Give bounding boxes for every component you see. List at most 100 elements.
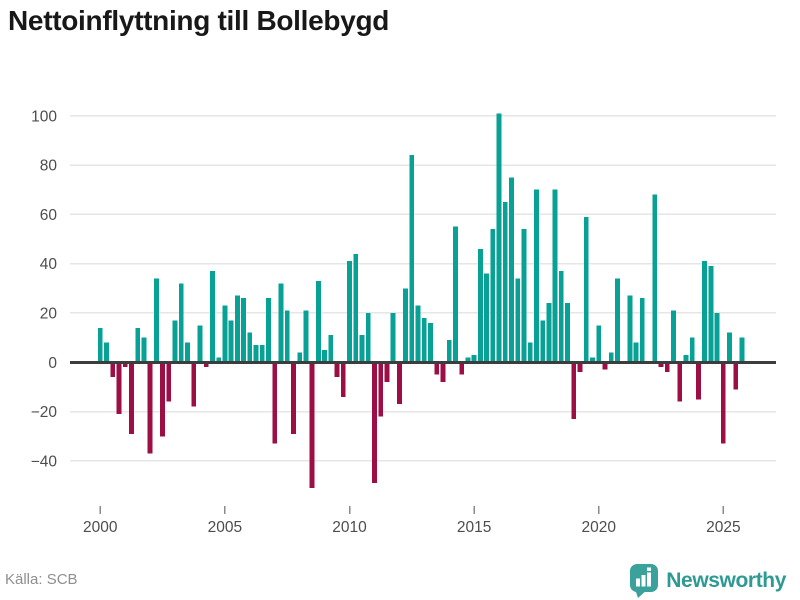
newsworthy-logo[interactable]: Newsworthy [629, 563, 786, 599]
y-axis-tick-label--40: −40 [31, 453, 58, 470]
bar-2011-q1 [372, 362, 377, 484]
bar-2011-q2 [378, 362, 384, 417]
bar-2011-q3 [384, 362, 390, 383]
y-axis-tick-label-0: 0 [48, 355, 57, 372]
bar-2025-q3 [733, 362, 739, 390]
bar-2002-q2 [153, 278, 159, 363]
bar-2006-q3 [259, 345, 265, 363]
y-axis-tick-label-80: 80 [40, 158, 58, 175]
bar-2003-q4 [191, 362, 197, 407]
bar-2023-q1 [671, 310, 676, 363]
bar-2013-q3 [434, 362, 440, 375]
bar-2009-q4 [340, 362, 346, 397]
bar-2006-q2 [253, 345, 259, 363]
bar-2014-q4 [465, 357, 471, 363]
bar-2018-q4 [565, 303, 570, 363]
x-axis-tick-label-2020: 2020 [581, 519, 616, 536]
bar-2009-q2 [328, 335, 334, 363]
bar-2013-q4 [440, 362, 446, 383]
y-axis-tick-label-20: 20 [40, 306, 58, 323]
bar-2003-q1 [172, 320, 178, 363]
bar-2016-q4 [515, 278, 521, 363]
bar-2024-q1 [696, 362, 701, 400]
x-axis-tick-label-2025: 2025 [706, 519, 740, 536]
bar-2000-q3 [110, 362, 116, 378]
bar-2002-q3 [160, 362, 165, 437]
bar-2016-q3 [509, 177, 514, 363]
x-axis-tick-label-2010: 2010 [332, 519, 367, 536]
bar-2001-q1 [122, 362, 128, 368]
bar-2014-q1 [446, 340, 452, 363]
bar-2004-q3 [210, 271, 215, 363]
bar-2019-q3 [583, 216, 589, 363]
bar-2024-q4 [714, 312, 720, 363]
bar-2013-q2 [428, 322, 433, 363]
bar-2012-q1 [396, 362, 402, 405]
y-axis-tick-label-100: 100 [31, 108, 57, 125]
bar-2008-q1 [297, 352, 303, 363]
bar-2005-q4 [241, 298, 246, 363]
bar-2007-q4 [291, 362, 296, 434]
bar-2015-q2 [477, 248, 483, 363]
bar-2017-q1 [521, 229, 527, 363]
bar-2020-q3 [608, 352, 614, 363]
bar-2022-q3 [658, 362, 664, 368]
bar-2006-q4 [266, 298, 271, 363]
bar-2015-q3 [484, 273, 489, 363]
bar-2009-q1 [322, 349, 327, 363]
bar-2024-q2 [702, 261, 708, 363]
bar-2018-q2 [552, 189, 558, 363]
x-axis-tick-label-2005: 2005 [208, 519, 242, 536]
bar-2019-q4 [590, 357, 595, 363]
bar-2002-q4 [166, 362, 172, 402]
bar-2001-q2 [129, 362, 134, 434]
bar-2024-q3 [708, 266, 714, 363]
x-axis-tick-label-2015: 2015 [457, 519, 491, 536]
bar-2012-q2 [403, 288, 408, 363]
bar-2000-q4 [116, 362, 122, 415]
bar-2012-q3 [409, 155, 415, 363]
bar-2017-q4 [540, 320, 546, 363]
bar-2023-q2 [677, 362, 683, 402]
bar-2005-q3 [234, 295, 240, 363]
y-axis-tick-label-60: 60 [40, 207, 58, 224]
bar-2003-q3 [185, 342, 190, 363]
y-axis-tick-label--20: −20 [31, 404, 58, 421]
bar-2013-q1 [421, 317, 427, 363]
newsworthy-icon [630, 564, 659, 598]
bar-2001-q3 [135, 327, 141, 363]
newsworthy-wordmark: Newsworthy [666, 569, 786, 592]
bar-2017-q2 [527, 342, 533, 363]
bar-2020-q4 [615, 278, 620, 363]
x-axis-tick-label-2000: 2000 [83, 519, 118, 536]
bar-2011-q4 [390, 312, 396, 363]
bar-2020-q2 [602, 362, 608, 370]
bar-2017-q3 [534, 189, 539, 363]
bar-2019-q2 [577, 362, 583, 373]
bar-2000-q2 [104, 342, 109, 363]
bar-2016-q2 [502, 202, 508, 363]
bar-2015-q4 [490, 229, 496, 363]
bar-2012-q4 [415, 305, 421, 363]
bar-2014-q2 [453, 226, 458, 363]
bar-2008-q2 [303, 310, 309, 363]
bar-2004-q4 [216, 357, 222, 363]
bar-2022-q4 [664, 362, 670, 373]
bar-2008-q3 [309, 362, 315, 489]
bar-2021-q3 [633, 342, 639, 363]
bar-2008-q4 [315, 280, 321, 363]
bar-2021-q4 [639, 298, 645, 363]
bar-2025-q2 [727, 332, 732, 363]
bar-2009-q3 [334, 362, 340, 378]
bar-2001-q4 [141, 337, 147, 363]
bar-2002-q1 [147, 362, 153, 454]
bar-2025-q4 [739, 337, 745, 363]
bar-2007-q1 [272, 362, 278, 444]
bar-2018-q3 [558, 271, 564, 363]
bar-2006-q1 [247, 332, 253, 363]
bar-2010-q3 [359, 335, 365, 363]
y-axis-tick-label-40: 40 [40, 256, 58, 273]
source-label: Källa: SCB [5, 571, 78, 588]
